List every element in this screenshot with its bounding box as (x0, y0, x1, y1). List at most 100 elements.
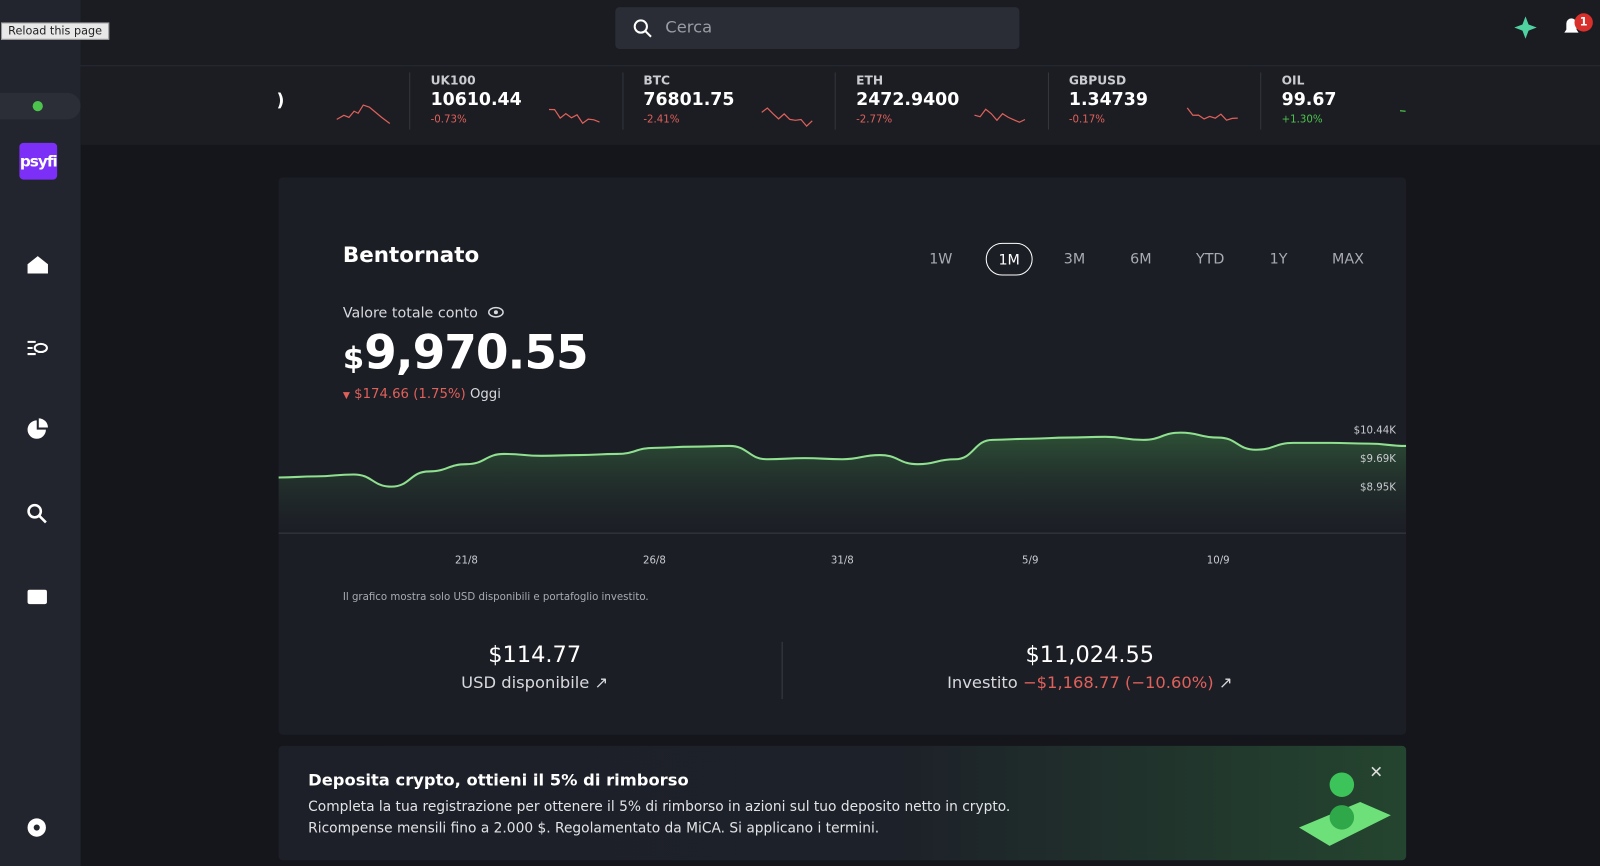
divider (781, 641, 783, 699)
invested-box[interactable]: $11,024.55 Investito −$1,168.77 (−10.60%… (835, 643, 1345, 692)
change-amount: $174.66 (1.75%) (354, 386, 466, 403)
invested-label: Investito −$1,168.77 (−10.60%) ↗ (947, 672, 1233, 692)
banner-text: Completa la tua registrazione per ottene… (308, 797, 1010, 840)
ticker-item[interactable]: UK100 10610.44 -0.73% (431, 73, 584, 125)
cash-box[interactable]: $114.77 USD disponibile ↗ (381, 643, 689, 692)
ticker-symbol: ETH (856, 73, 884, 88)
invested-change: −$1,168.77 (−10.60%) (1022, 672, 1214, 692)
ticker-strip: ) UK100 10610.44 -0.73% BTC 76801.75 -2.41% ET… (80, 66, 1600, 145)
nav-icons (27, 256, 48, 837)
sparkline (1186, 107, 1238, 121)
range-button[interactable]: MAX (1332, 251, 1364, 268)
ticker-symbol: OIL (1281, 73, 1305, 88)
ticker-change: -0.17% (1068, 114, 1105, 126)
line (278, 431, 1407, 488)
x-tick-label: 26/8 (643, 555, 666, 566)
home-icon[interactable] (27, 256, 48, 274)
x-tick-label: 21/8 (455, 555, 478, 566)
status-dot (32, 101, 43, 112)
x-tick-label: 31/8 (831, 555, 854, 566)
wallet-icon[interactable] (27, 589, 47, 605)
ticker-price: 2472.9400 (856, 89, 960, 111)
ticker-price: 10610.44 (430, 89, 522, 111)
chart-note: Il grafico mostra solo USD disponibili e… (342, 591, 649, 604)
ticker-separator (834, 72, 836, 130)
ticker-price: 1.34739 (1068, 89, 1148, 111)
visibility-toggle[interactable] (486, 306, 504, 318)
range-button[interactable]: 1W (929, 251, 953, 268)
sidebar: psyfi (0, 0, 81, 866)
ticker-item[interactable]: BTC 76801.75 -2.41% (643, 73, 796, 125)
search-placeholder: Cerca (665, 17, 713, 37)
ticker-item[interactable]: OIL 99.67 +1.30% (1282, 73, 1435, 125)
ticker-change: +1.30% (1281, 114, 1323, 126)
range-button[interactable]: YTD (1195, 251, 1225, 268)
ticker-separator (1260, 72, 1262, 130)
portfolio-chart: $10.44K $9.69K $8.95K 21/8 26/8 31/8 5/9 10/9 (278, 426, 1407, 566)
ticker-item[interactable]: ETH 2472.9400 -2.77% (856, 73, 1009, 125)
notification-badge: 1 (1574, 13, 1593, 32)
down-arrow: ▼ (342, 390, 350, 402)
range-button[interactable]: 3M (1063, 251, 1086, 268)
ticker-separator (1047, 72, 1049, 130)
close-button[interactable]: ✕ (1369, 762, 1384, 782)
account-label: Valore totale conto (343, 305, 505, 321)
x-tick-label: 5/9 (1022, 555, 1038, 566)
ticker-symbol: UK100 (430, 73, 476, 88)
banner-title: Deposita crypto, ottieni il 5% di rimbor… (308, 770, 689, 790)
range-button[interactable]: 6M (1130, 251, 1152, 268)
total-value: $9,970.55 (342, 324, 589, 380)
settings-icon[interactable] (27, 818, 46, 837)
ticker-symbol: BTC (643, 73, 671, 88)
portfolio-icon[interactable] (27, 418, 48, 439)
ai-button[interactable] (1510, 12, 1541, 43)
promo-banner: Deposita crypto, ottieni il 5% di rimbor… (278, 745, 1407, 861)
invested-amount: $11,024.55 (1025, 642, 1155, 669)
search-box[interactable]: Cerca (615, 7, 1020, 49)
sparkline (761, 107, 813, 128)
ticker-separator (621, 72, 623, 130)
change-period: Oggi (469, 386, 501, 403)
daily-change: ▼ $174.66 (1.75%) Oggi (343, 387, 501, 402)
welcome-title: Bentornato (342, 242, 480, 268)
ticker-change: -0.73% (430, 114, 467, 126)
cash-label: USD disponibile ↗ (461, 672, 609, 692)
ticker-price: 99.67 (1281, 89, 1337, 111)
ticker-item[interactable]: GBPUSD 1.34739 -0.17% (1069, 73, 1222, 125)
sparkline (548, 108, 600, 125)
y-tick-label: $8.95K (1360, 482, 1396, 493)
ticker-separator (409, 72, 411, 130)
currency-symbol: $ (342, 340, 365, 377)
ticker-change: -2.41% (643, 114, 680, 126)
sparkline (1399, 110, 1406, 112)
ticker-symbol: GBPUSD (1068, 73, 1127, 88)
sparkline (974, 108, 1026, 123)
search-glyph (633, 19, 652, 38)
area (278, 432, 1407, 533)
x-tick-label: 10/9 (1207, 555, 1230, 566)
banner-illustration (1298, 772, 1391, 846)
cash-amount: $114.77 (488, 642, 582, 669)
status (0, 92, 81, 120)
y-tick-label: $10.44K (1354, 426, 1397, 437)
search-icon[interactable] (27, 503, 47, 524)
banner-line: Completa la tua registrazione per ottene… (308, 798, 1011, 816)
sparklines (336, 104, 1406, 128)
watchlist-icon[interactable] (27, 340, 48, 356)
ticker-change: -2.77% (856, 114, 893, 126)
range-button[interactable]: 1M (985, 242, 1033, 276)
banner-line: Ricompense mensili fino a 2.000 $. Regol… (308, 820, 880, 837)
ticker-price: 76801.75 (643, 89, 735, 111)
browser-tooltip: Reload this page (1, 22, 110, 40)
total-amount: 9,970.55 (364, 324, 588, 380)
invested-label-text: Investito (947, 672, 1018, 692)
range-button[interactable]: 1Y (1269, 251, 1288, 268)
cash-label-text: USD disponibile (461, 672, 590, 692)
sparkline (336, 104, 391, 124)
y-tick-label: $9.69K (1360, 454, 1396, 465)
account-label-text: Valore totale conto (342, 305, 478, 322)
logo[interactable]: psyfi (19, 142, 58, 180)
ticker-partial: ) (276, 90, 285, 112)
